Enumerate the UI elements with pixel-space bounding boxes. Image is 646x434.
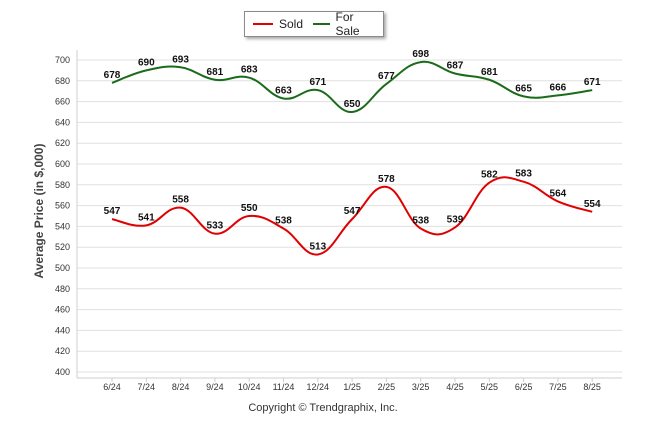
data-label: 687 bbox=[447, 61, 464, 72]
x-tick-label: 6/25 bbox=[515, 382, 533, 392]
data-label: 671 bbox=[309, 77, 326, 88]
data-label: 582 bbox=[481, 170, 498, 181]
data-label: 678 bbox=[104, 70, 121, 81]
y-tick-label: 660 bbox=[55, 97, 70, 107]
legend-label-sold: Sold bbox=[279, 17, 304, 31]
data-label: 513 bbox=[309, 241, 326, 252]
data-label: 671 bbox=[584, 77, 601, 88]
data-label: 583 bbox=[515, 169, 532, 180]
data-label: 681 bbox=[207, 67, 224, 78]
data-label: 550 bbox=[241, 203, 258, 214]
data-label: 533 bbox=[207, 221, 224, 232]
y-tick-label: 600 bbox=[55, 159, 70, 169]
x-tick-label: 10/24 bbox=[238, 382, 261, 392]
data-label: 538 bbox=[275, 215, 292, 226]
y-tick-label: 580 bbox=[55, 180, 70, 190]
x-tick-label: 6/24 bbox=[103, 382, 121, 392]
x-tick-label: 8/25 bbox=[583, 382, 601, 392]
y-tick-label: 480 bbox=[55, 284, 70, 294]
data-label: 541 bbox=[138, 212, 155, 223]
y-tick-label: 500 bbox=[55, 263, 70, 273]
y-tick-label: 420 bbox=[55, 346, 70, 356]
y-axis-label: Average Price (in $,000) bbox=[32, 143, 46, 279]
legend-swatch-for-sale bbox=[313, 23, 330, 25]
series-line-for-sale bbox=[111, 60, 593, 113]
data-label: 547 bbox=[104, 206, 121, 217]
x-tick-label: 3/25 bbox=[412, 382, 430, 392]
x-tick-label: 9/24 bbox=[206, 382, 224, 392]
y-tick-label: 680 bbox=[55, 76, 70, 86]
chart-grid bbox=[76, 50, 622, 379]
x-tick-label: 7/25 bbox=[549, 382, 567, 392]
data-label: 650 bbox=[344, 99, 361, 110]
data-label: 554 bbox=[584, 199, 601, 210]
series-lines bbox=[111, 60, 593, 256]
data-label: 539 bbox=[447, 214, 464, 225]
x-tick-label: 1/25 bbox=[343, 382, 361, 392]
data-label: 558 bbox=[172, 195, 189, 206]
data-label: 698 bbox=[412, 49, 429, 60]
series-line-sold bbox=[111, 176, 593, 256]
x-tick-label: 7/24 bbox=[138, 382, 156, 392]
data-label: 693 bbox=[172, 54, 189, 65]
y-tick-label: 460 bbox=[55, 305, 70, 315]
y-tick-label: 400 bbox=[55, 367, 70, 377]
x-tick-label: 4/25 bbox=[446, 382, 464, 392]
data-label: 677 bbox=[378, 71, 395, 82]
legend-item-sold[interactable]: Sold bbox=[253, 17, 303, 31]
data-label: 538 bbox=[412, 215, 429, 226]
data-label: 547 bbox=[344, 206, 361, 217]
data-label: 665 bbox=[515, 83, 532, 94]
data-label: 578 bbox=[378, 174, 395, 185]
data-label: 690 bbox=[138, 57, 155, 68]
y-axis-ticks: 400 420 440 460 480 500 520 540 560 580 600 620 640 6… bbox=[55, 55, 70, 377]
data-label: 683 bbox=[241, 65, 258, 76]
y-tick-label: 440 bbox=[55, 325, 70, 335]
x-tick-label: 2/25 bbox=[378, 382, 396, 392]
data-labels: 547 541 558 533 550 538 513 547 578 538 539 582 583 5… bbox=[104, 49, 601, 252]
x-tick-label: 12/24 bbox=[307, 382, 330, 392]
x-axis-ticks: 6/24 7/24 8/24 9/24 10/24 11/24 12/24 1/25 2/25 3… bbox=[103, 378, 601, 392]
legend-item-for-sale[interactable]: For Sale bbox=[313, 10, 373, 38]
x-tick-label: 5/25 bbox=[481, 382, 499, 392]
legend: Sold For Sale bbox=[244, 10, 384, 38]
legend-label-for-sale: For Sale bbox=[335, 10, 360, 38]
y-tick-label: 700 bbox=[55, 55, 70, 65]
data-label: 663 bbox=[275, 85, 292, 96]
x-tick-label: 8/24 bbox=[172, 382, 190, 392]
data-label: 666 bbox=[550, 82, 567, 93]
y-tick-label: 520 bbox=[55, 242, 70, 252]
copyright-text: Copyright © Trendgraphix, Inc. bbox=[248, 402, 398, 414]
y-tick-label: 640 bbox=[55, 117, 70, 127]
legend-swatch-sold bbox=[253, 23, 273, 25]
y-tick-label: 620 bbox=[55, 138, 70, 148]
data-label: 564 bbox=[550, 188, 567, 199]
y-tick-label: 540 bbox=[55, 221, 70, 231]
data-label: 681 bbox=[481, 67, 498, 78]
x-tick-label: 11/24 bbox=[273, 382, 295, 392]
y-tick-label: 560 bbox=[55, 201, 70, 211]
